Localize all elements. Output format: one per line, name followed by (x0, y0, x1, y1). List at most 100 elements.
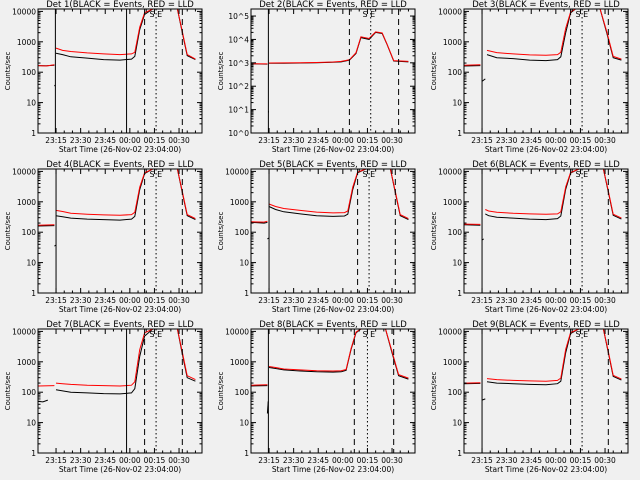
y-tick-label: 1 (31, 289, 36, 298)
y-tick-label: 1 (457, 289, 462, 298)
x-tick-label: 00:30 (168, 136, 190, 145)
lld-series-segment (268, 169, 409, 220)
x-tick-label: 00:15 (144, 456, 166, 465)
x-tick-label: 23:15 (45, 136, 67, 145)
x-tick-label: 00:00 (545, 136, 567, 145)
x-tick-label: 23:45 (94, 296, 116, 305)
y-axis-label: Counts/sec (4, 52, 12, 91)
y-tick-label: 10^1 (228, 106, 249, 115)
x-tick-label: 23:15 (258, 136, 280, 145)
y-tick-label: 10 (26, 99, 36, 108)
y-tick-label: 1 (244, 289, 249, 298)
x-tick-label: 00:15 (357, 136, 379, 145)
plot-frame (37, 328, 203, 454)
y-tick-label: 10000 (225, 167, 249, 176)
y-tick-label: 100 (448, 388, 463, 397)
x-tick-label: 00:15 (570, 456, 592, 465)
y-tick-label: 1000 (230, 358, 249, 367)
events-series-segment (485, 169, 622, 221)
lld-series-segment (55, 9, 196, 60)
y-tick-label: 1000 (443, 198, 462, 207)
y-tick-label: 100 (448, 68, 463, 77)
x-tick-label: 23:30 (496, 296, 518, 305)
y-tick-label: 100 (235, 228, 250, 237)
panel-title: Det 4(BLACK = Events, RED = LLD (46, 160, 194, 170)
x-axis-label: Start Time (26-Nov-02 23:04:00) (59, 305, 181, 314)
x-tick-label: 00:15 (570, 136, 592, 145)
x-tick-label: 23:15 (258, 296, 280, 305)
y-tick-label: 100 (22, 228, 37, 237)
y-tick-label: 1 (31, 449, 36, 458)
events-series-segment (486, 329, 622, 386)
events-series-segment (481, 78, 486, 82)
x-axis-label: Start Time (26-Nov-02 23:04:00) (272, 145, 394, 154)
y-tick-label: 1 (457, 129, 462, 138)
y-tick-label: 10000 (438, 7, 462, 16)
y-tick-label: 1000 (230, 198, 249, 207)
panel-title: Det 9(BLACK = Events, RED = LLD (472, 320, 620, 330)
lld-series-segment (55, 329, 196, 387)
x-tick-label: 23:30 (496, 136, 518, 145)
interval-annotation: S E (576, 170, 589, 179)
y-tick-label: 1000 (443, 38, 462, 47)
x-tick-label: 23:30 (70, 296, 92, 305)
x-tick-label: 00:00 (332, 456, 354, 465)
y-tick-label: 10^5 (228, 12, 249, 21)
y-tick-label: 10 (452, 99, 462, 108)
interval-annotation: S E (576, 10, 589, 19)
lld-series-segment (486, 329, 622, 382)
x-tick-label: 00:00 (332, 296, 354, 305)
x-tick-label: 00:00 (545, 296, 567, 305)
y-tick-label: 10 (239, 419, 249, 428)
x-tick-label: 23:30 (283, 136, 305, 145)
x-axis-label: Start Time (26-Nov-02 23:04:00) (59, 465, 181, 474)
y-tick-label: 100 (22, 68, 37, 77)
x-axis-label: Start Time (26-Nov-02 23:04:00) (272, 305, 394, 314)
y-axis-label: Counts/sec (217, 212, 225, 251)
x-tick-label: 23:45 (520, 296, 542, 305)
x-tick-label: 23:45 (94, 456, 116, 465)
x-tick-label: 23:30 (283, 456, 305, 465)
x-tick-label: 23:15 (45, 456, 67, 465)
y-tick-label: 10000 (12, 167, 36, 176)
x-tick-label: 23:45 (307, 456, 329, 465)
y-tick-label: 1 (457, 449, 462, 458)
y-tick-label: 10000 (438, 167, 462, 176)
x-tick-label: 00:30 (168, 296, 190, 305)
x-axis-label: Start Time (26-Nov-02 23:04:00) (485, 305, 607, 314)
x-tick-label: 00:00 (119, 136, 141, 145)
x-tick-label: 00:00 (332, 136, 354, 145)
panel-title: Det 2(BLACK = Events, RED = LLD (259, 0, 407, 10)
x-tick-label: 23:15 (471, 296, 493, 305)
y-tick-label: 10 (26, 419, 36, 428)
x-tick-label: 23:45 (94, 136, 116, 145)
events-series-segment (481, 398, 486, 401)
lld-series-segment (486, 9, 622, 60)
plot-frame (250, 168, 416, 294)
panel-title: Det 5(BLACK = Events, RED = LLD (259, 160, 407, 170)
x-tick-label: 23:45 (307, 136, 329, 145)
y-tick-label: 10000 (12, 7, 36, 16)
x-tick-label: 00:30 (381, 456, 403, 465)
x-tick-label: 00:00 (545, 456, 567, 465)
y-tick-label: 10^4 (228, 35, 249, 44)
events-series-segment (486, 9, 622, 62)
x-tick-label: 00:15 (357, 296, 379, 305)
x-axis-label: Start Time (26-Nov-02 23:04:00) (59, 145, 181, 154)
plot-frame (463, 328, 629, 454)
x-tick-label: 00:30 (594, 456, 616, 465)
y-tick-label: 10^2 (228, 82, 249, 91)
y-tick-label: 100 (448, 228, 463, 237)
interval-annotation: S E (363, 170, 376, 179)
x-tick-label: 00:15 (144, 296, 166, 305)
interval-annotation: S E (150, 330, 163, 339)
y-tick-label: 10000 (12, 327, 36, 336)
x-tick-label: 23:15 (471, 136, 493, 145)
interval-annotation: S E (363, 330, 376, 339)
plot-frame (37, 8, 203, 134)
panel-title: Det 7(BLACK = Events, RED = LLD (46, 320, 194, 330)
y-tick-label: 10000 (225, 327, 249, 336)
x-tick-label: 00:30 (168, 456, 190, 465)
